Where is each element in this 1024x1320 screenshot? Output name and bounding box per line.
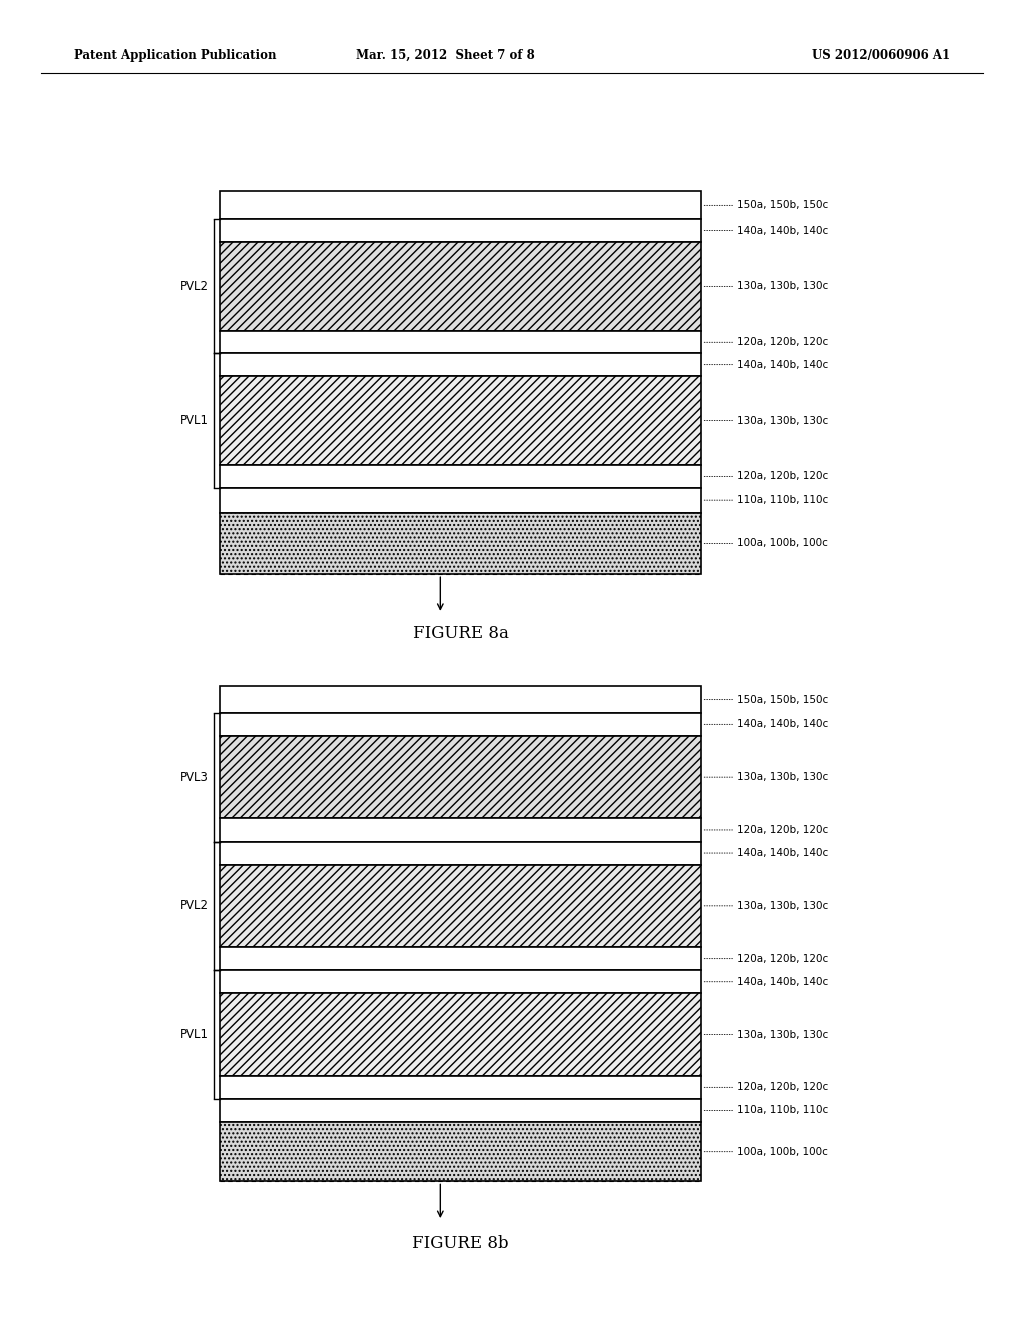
Text: 140a, 140b, 140c: 140a, 140b, 140c	[737, 226, 828, 235]
Text: 120a, 120b, 120c: 120a, 120b, 120c	[737, 825, 828, 836]
Bar	[220, 487, 701, 512]
Text: 120a, 120b, 120c: 120a, 120b, 120c	[737, 953, 828, 964]
Bar	[220, 970, 701, 994]
Bar	[220, 713, 701, 737]
Bar	[220, 219, 701, 242]
Bar	[220, 948, 701, 970]
Bar	[220, 1122, 701, 1181]
Text: 120a, 120b, 120c: 120a, 120b, 120c	[737, 1082, 828, 1093]
Bar	[220, 331, 701, 354]
Text: FIGURE 8a: FIGURE 8a	[413, 626, 509, 642]
Text: PVL1: PVL1	[180, 1028, 209, 1041]
Text: Patent Application Publication: Patent Application Publication	[74, 49, 276, 62]
Text: 120a, 120b, 120c: 120a, 120b, 120c	[737, 471, 828, 482]
Bar	[220, 686, 701, 713]
Text: FIGURE 8b: FIGURE 8b	[413, 1236, 509, 1251]
Text: 100a, 100b, 100c: 100a, 100b, 100c	[737, 1147, 828, 1156]
Text: 110a, 110b, 110c: 110a, 110b, 110c	[737, 1105, 828, 1115]
Text: 150a, 150b, 150c: 150a, 150b, 150c	[737, 201, 828, 210]
Bar	[220, 465, 701, 487]
Bar	[220, 1098, 701, 1122]
Bar	[220, 842, 701, 865]
Text: 130a, 130b, 130c: 130a, 130b, 130c	[737, 281, 828, 292]
Bar	[220, 354, 701, 376]
Text: 140a, 140b, 140c: 140a, 140b, 140c	[737, 359, 828, 370]
Bar	[220, 1076, 701, 1098]
Bar	[220, 376, 701, 465]
Text: 130a, 130b, 130c: 130a, 130b, 130c	[737, 772, 828, 783]
Bar	[220, 994, 701, 1076]
Text: 150a, 150b, 150c: 150a, 150b, 150c	[737, 694, 828, 705]
Text: 100a, 100b, 100c: 100a, 100b, 100c	[737, 539, 828, 549]
Bar	[220, 865, 701, 948]
Text: 110a, 110b, 110c: 110a, 110b, 110c	[737, 495, 828, 506]
Bar	[220, 242, 701, 331]
Bar	[220, 191, 701, 219]
Bar	[220, 737, 701, 818]
Text: 140a, 140b, 140c: 140a, 140b, 140c	[737, 719, 828, 730]
Text: PVL1: PVL1	[180, 414, 209, 428]
Text: 140a, 140b, 140c: 140a, 140b, 140c	[737, 977, 828, 987]
Text: 120a, 120b, 120c: 120a, 120b, 120c	[737, 338, 828, 347]
Text: PVL2: PVL2	[180, 899, 209, 912]
Text: 140a, 140b, 140c: 140a, 140b, 140c	[737, 847, 828, 858]
Text: Mar. 15, 2012  Sheet 7 of 8: Mar. 15, 2012 Sheet 7 of 8	[356, 49, 535, 62]
Text: 130a, 130b, 130c: 130a, 130b, 130c	[737, 1030, 828, 1040]
Text: 130a, 130b, 130c: 130a, 130b, 130c	[737, 416, 828, 425]
Bar	[220, 818, 701, 842]
Text: PVL3: PVL3	[180, 771, 209, 784]
Bar	[220, 512, 701, 574]
Text: PVL2: PVL2	[180, 280, 209, 293]
Text: US 2012/0060906 A1: US 2012/0060906 A1	[812, 49, 950, 62]
Text: 130a, 130b, 130c: 130a, 130b, 130c	[737, 900, 828, 911]
